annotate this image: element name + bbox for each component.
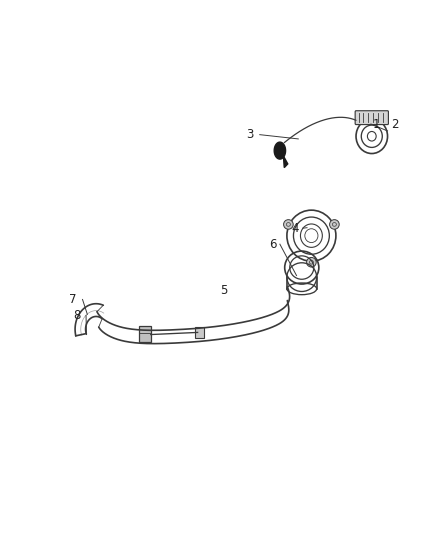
Text: 8: 8: [74, 309, 81, 322]
Ellipse shape: [283, 220, 293, 229]
Text: 3: 3: [246, 128, 253, 141]
Ellipse shape: [329, 220, 339, 229]
Polygon shape: [274, 142, 285, 159]
Text: 6: 6: [268, 238, 276, 251]
Text: 4: 4: [290, 222, 298, 235]
Text: 7: 7: [69, 293, 77, 306]
FancyBboxPatch shape: [195, 327, 204, 338]
FancyBboxPatch shape: [139, 326, 150, 342]
Text: 1: 1: [371, 118, 379, 131]
Ellipse shape: [306, 257, 315, 267]
Polygon shape: [283, 156, 287, 167]
FancyBboxPatch shape: [354, 111, 388, 125]
Text: 5: 5: [220, 284, 227, 297]
Text: 2: 2: [390, 118, 397, 131]
